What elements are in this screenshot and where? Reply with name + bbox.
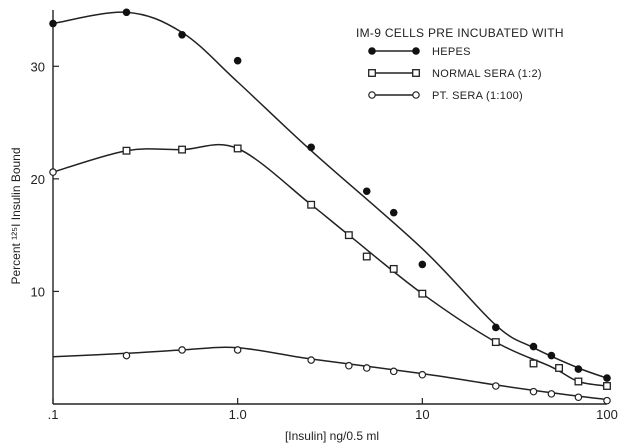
pt-sera-data-point [122, 351, 131, 360]
x-tick-label: 100 [596, 407, 618, 422]
pt-sera-data-point [345, 361, 353, 370]
x-tick-label: 1.0 [229, 407, 247, 422]
pt-sera-data-point [49, 168, 57, 176]
legend: IM-9 CELLS PRE INCUBATED WITH HEPES NORMA… [356, 26, 564, 102]
normal-sera-data-point [307, 200, 316, 209]
hepes-data-point [307, 143, 315, 152]
normal-sera-data-point [603, 382, 611, 390]
hepes-data-point [122, 8, 131, 17]
normal-sera-data-point [389, 264, 398, 273]
pt-sera-data-point [529, 387, 538, 396]
x-axis-title: [Insulin] ng/0.5 ml [285, 429, 379, 443]
hepes-curve [52, 11, 608, 379]
hepes-data-point [547, 351, 556, 360]
legend-normal-sera-marker [412, 69, 420, 77]
normal-sera-curve [52, 143, 608, 387]
normal-sera-data-point [574, 377, 583, 386]
hepes-data-point [389, 208, 398, 217]
hepes-data-point [492, 323, 500, 332]
y-axis-title: Percent ¹²⁵I Insulin Bound [9, 147, 23, 284]
y-tick-label: 20 [31, 172, 45, 187]
legend-hepes-marker [368, 47, 376, 55]
axes [52, 10, 607, 405]
legend-title: IM-9 CELLS PRE INCUBATED WITH [356, 26, 564, 40]
legend-pt-sera-label: PT. SERA (1:100) [432, 90, 523, 102]
legend-normal-sera-label: NORMAL SERA (1:2) [432, 68, 542, 80]
hepes-data-point [49, 19, 57, 28]
y-tick-label: 10 [31, 284, 45, 299]
pt-sera-data-point [492, 382, 500, 390]
hepes-data-point [603, 374, 611, 382]
legend-hepes-label: HEPES [432, 46, 471, 58]
pt-sera-data-point [603, 396, 611, 405]
pt-sera-data-point [233, 346, 242, 354]
normal-sera-data-point [555, 364, 564, 372]
normal-sera-data-point [362, 252, 371, 261]
tick-marks: 10 20 30 .1 1.0 10 100 [31, 59, 618, 422]
pt-sera-data-point [418, 370, 427, 379]
normal-sera-data-point [529, 359, 538, 368]
pt-sera-data-point [307, 356, 315, 364]
hepes-data-point [233, 56, 242, 65]
hepes-data-point [529, 342, 538, 351]
normal-sera-data-point [122, 146, 131, 155]
pt-sera-data-point [574, 393, 583, 402]
normal-sera-data-point [418, 289, 427, 298]
normal-sera-data-point [233, 144, 242, 153]
hepes-data-point [362, 187, 371, 196]
x-tick-label: 10 [415, 407, 429, 422]
legend-normal-sera-marker [368, 69, 376, 77]
normal-sera-data-point [178, 145, 187, 154]
legend-pt-sera-marker [368, 91, 376, 99]
legend-pt-sera-marker [412, 91, 420, 99]
hepes-data-point [418, 260, 427, 269]
pt-sera-data-point [362, 364, 371, 372]
data-points [49, 8, 611, 405]
normal-sera-data-point [344, 231, 353, 240]
legend-hepes-marker [412, 47, 420, 55]
hepes-data-point [178, 30, 186, 39]
x-tick-label: .1 [48, 407, 59, 422]
pt-sera-data-point [547, 390, 556, 398]
hepes-data-point [574, 365, 583, 373]
pt-sera-data-point [178, 346, 186, 354]
y-tick-label: 30 [31, 59, 45, 74]
normal-sera-data-point [491, 338, 500, 347]
pt-sera-data-point [389, 367, 398, 376]
